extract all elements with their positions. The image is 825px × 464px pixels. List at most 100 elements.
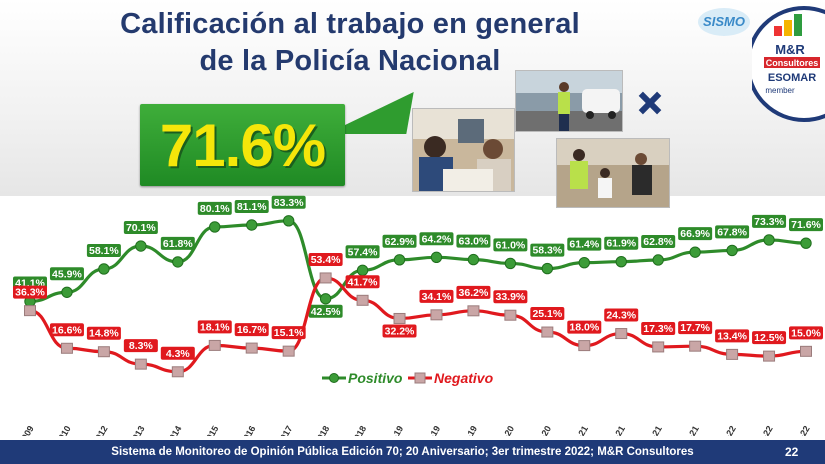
data-label-bg-negativo-8: [308, 252, 343, 266]
data-label-negativo-10: 32.2%: [385, 325, 415, 337]
point-positivo-8: [319, 293, 332, 305]
data-label-bg-negativo-13: [493, 290, 528, 304]
data-label-positivo-19: 67.8%: [717, 226, 747, 238]
footer-text: Sistema de Monitoreo de Opinión Pública …: [111, 446, 694, 458]
x-tick-label-11: sep-19: [419, 424, 442, 436]
point-positivo-1: [61, 286, 73, 298]
x-tick-label-12: dic-19: [457, 424, 479, 436]
svg-text:M&R: M&R: [775, 42, 805, 57]
data-label-bg-positivo-21: [789, 218, 823, 232]
legend-marker-negativo: [414, 372, 426, 384]
data-label-positivo-8: 42.5%: [311, 306, 341, 318]
data-label-bg-positivo-15: [567, 237, 602, 251]
data-label-positivo-4: 61.8%: [163, 238, 193, 250]
point-positivo-18: [689, 246, 701, 258]
point-positivo-12: [467, 253, 480, 266]
point-negativo-15: [578, 340, 591, 352]
point-negativo-8: [319, 272, 332, 284]
data-label-negativo-1: 16.6%: [52, 324, 82, 336]
mr-consultores-logo: M&R Consultores ESOMAR member: [746, 0, 825, 124]
point-negativo-0: [24, 305, 36, 317]
data-label-positivo-2: 58.1%: [89, 245, 119, 257]
data-label-negativo-3: 8.3%: [129, 340, 154, 352]
data-label-bg-positivo-9: [345, 245, 380, 259]
point-positivo-15: [578, 256, 590, 269]
data-label-bg-positivo-14: [530, 243, 565, 257]
point-positivo-9: [356, 264, 369, 277]
point-negativo-16: [615, 328, 628, 340]
title-line-2: de la Policía Nacional: [199, 45, 501, 77]
x-tick-label-6: Jun.2016: [230, 424, 258, 436]
data-label-positivo-16: 61.9%: [606, 238, 636, 250]
data-label-bg-negativo-21: [789, 326, 823, 340]
point-positivo-20: [763, 234, 775, 246]
data-label-negativo-20: 12.5%: [754, 332, 784, 344]
point-positivo-5: [209, 221, 221, 233]
data-label-positivo-5: 80.1%: [200, 203, 230, 215]
data-label-bg-positivo-13: [493, 238, 528, 252]
data-label-bg-negativo-6: [234, 323, 269, 337]
data-label-negativo-13: 33.9%: [495, 291, 525, 303]
footer-bar: Sistema de Monitoreo de Opinión Pública …: [0, 440, 825, 464]
point-positivo-16: [615, 256, 627, 268]
data-label-bg-positivo-10: [382, 234, 417, 248]
data-label-bg-positivo-2: [86, 243, 121, 257]
page-number: 22: [785, 445, 799, 459]
data-label-bg-positivo-3: [123, 221, 158, 235]
data-label-bg-positivo-18: [678, 227, 713, 241]
point-negativo-21: [800, 345, 812, 357]
point-negativo-13: [504, 309, 517, 321]
trend-line-chart: 41.1%45.9%58.1%70.1%61.8%80.1% 81.1% 83.3%…: [9, 195, 823, 436]
svg-text:ESOMAR: ESOMAR: [768, 72, 816, 84]
data-label-bg-positivo-20: [752, 214, 787, 228]
series-line-negativo: [29, 276, 807, 374]
svg-text:member: member: [765, 86, 795, 95]
x-tick-label-0: Dic.2009: [9, 424, 36, 436]
x-tick-label-17: ago-21: [641, 424, 664, 436]
data-label-positivo-9: 57.4%: [348, 246, 378, 258]
data-label-positivo-1: 45.9%: [52, 268, 82, 280]
x-tick-label-16: may-21: [603, 424, 627, 436]
x-tick-label-7: Jun.2017: [266, 424, 294, 436]
point-negativo-1: [60, 342, 73, 354]
data-label-negativo-14: 25.1%: [532, 308, 562, 320]
data-label-bg-positivo-6: [234, 200, 269, 214]
data-label-positivo-7: 83.3%: [274, 197, 304, 209]
data-label-negativo-16: 24.3%: [606, 310, 636, 322]
point-negativo-4: [171, 366, 184, 378]
point-negativo-2: [97, 346, 110, 358]
x-tick-label-15: ene-21: [567, 424, 590, 436]
data-label-positivo-13: 61.0%: [495, 239, 525, 251]
legend-marker-positivo: [329, 373, 339, 383]
point-positivo-4: [172, 256, 184, 268]
cross-icon: [638, 91, 662, 115]
legend-label-positivo: Positivo: [348, 370, 403, 386]
data-label-negativo-4: 4.3%: [166, 348, 191, 360]
data-label-bg-positivo-12: [456, 234, 491, 248]
data-label-bg-negativo-18: [678, 321, 713, 335]
svg-text:SISMO: SISMO: [703, 14, 745, 29]
headline-box: [140, 104, 345, 186]
data-label-bg-negativo-2: [86, 326, 121, 340]
data-label-bg-positivo-7: [271, 195, 306, 209]
x-tick-label-4: Jul.2014: [157, 424, 183, 436]
data-label-bg-negativo-14: [530, 307, 565, 321]
data-label-bg-positivo-19: [715, 225, 750, 239]
data-label-bg-positivo-1: [49, 267, 84, 281]
data-label-positivo-6: 81.1%: [237, 201, 267, 213]
data-label-bg-negativo-19: [715, 329, 750, 343]
point-negativo-3: [134, 358, 147, 370]
point-positivo-7: [282, 215, 295, 227]
point-positivo-13: [504, 257, 517, 270]
data-label-bg-negativo-0: [13, 285, 47, 299]
data-label-bg-negativo-17: [641, 321, 676, 335]
data-label-bg-negativo-10: [382, 324, 417, 338]
data-label-positivo-12: 63.0%: [459, 236, 489, 248]
svg-text:Consultores: Consultores: [766, 58, 819, 68]
point-negativo-19: [726, 348, 739, 360]
data-label-positivo-17: 62.8%: [643, 236, 673, 248]
data-label-bg-positivo-17: [641, 234, 676, 248]
x-tick-label-3: Jun.2013: [119, 424, 147, 436]
point-negativo-18: [689, 340, 702, 352]
point-positivo-11: [430, 251, 443, 264]
